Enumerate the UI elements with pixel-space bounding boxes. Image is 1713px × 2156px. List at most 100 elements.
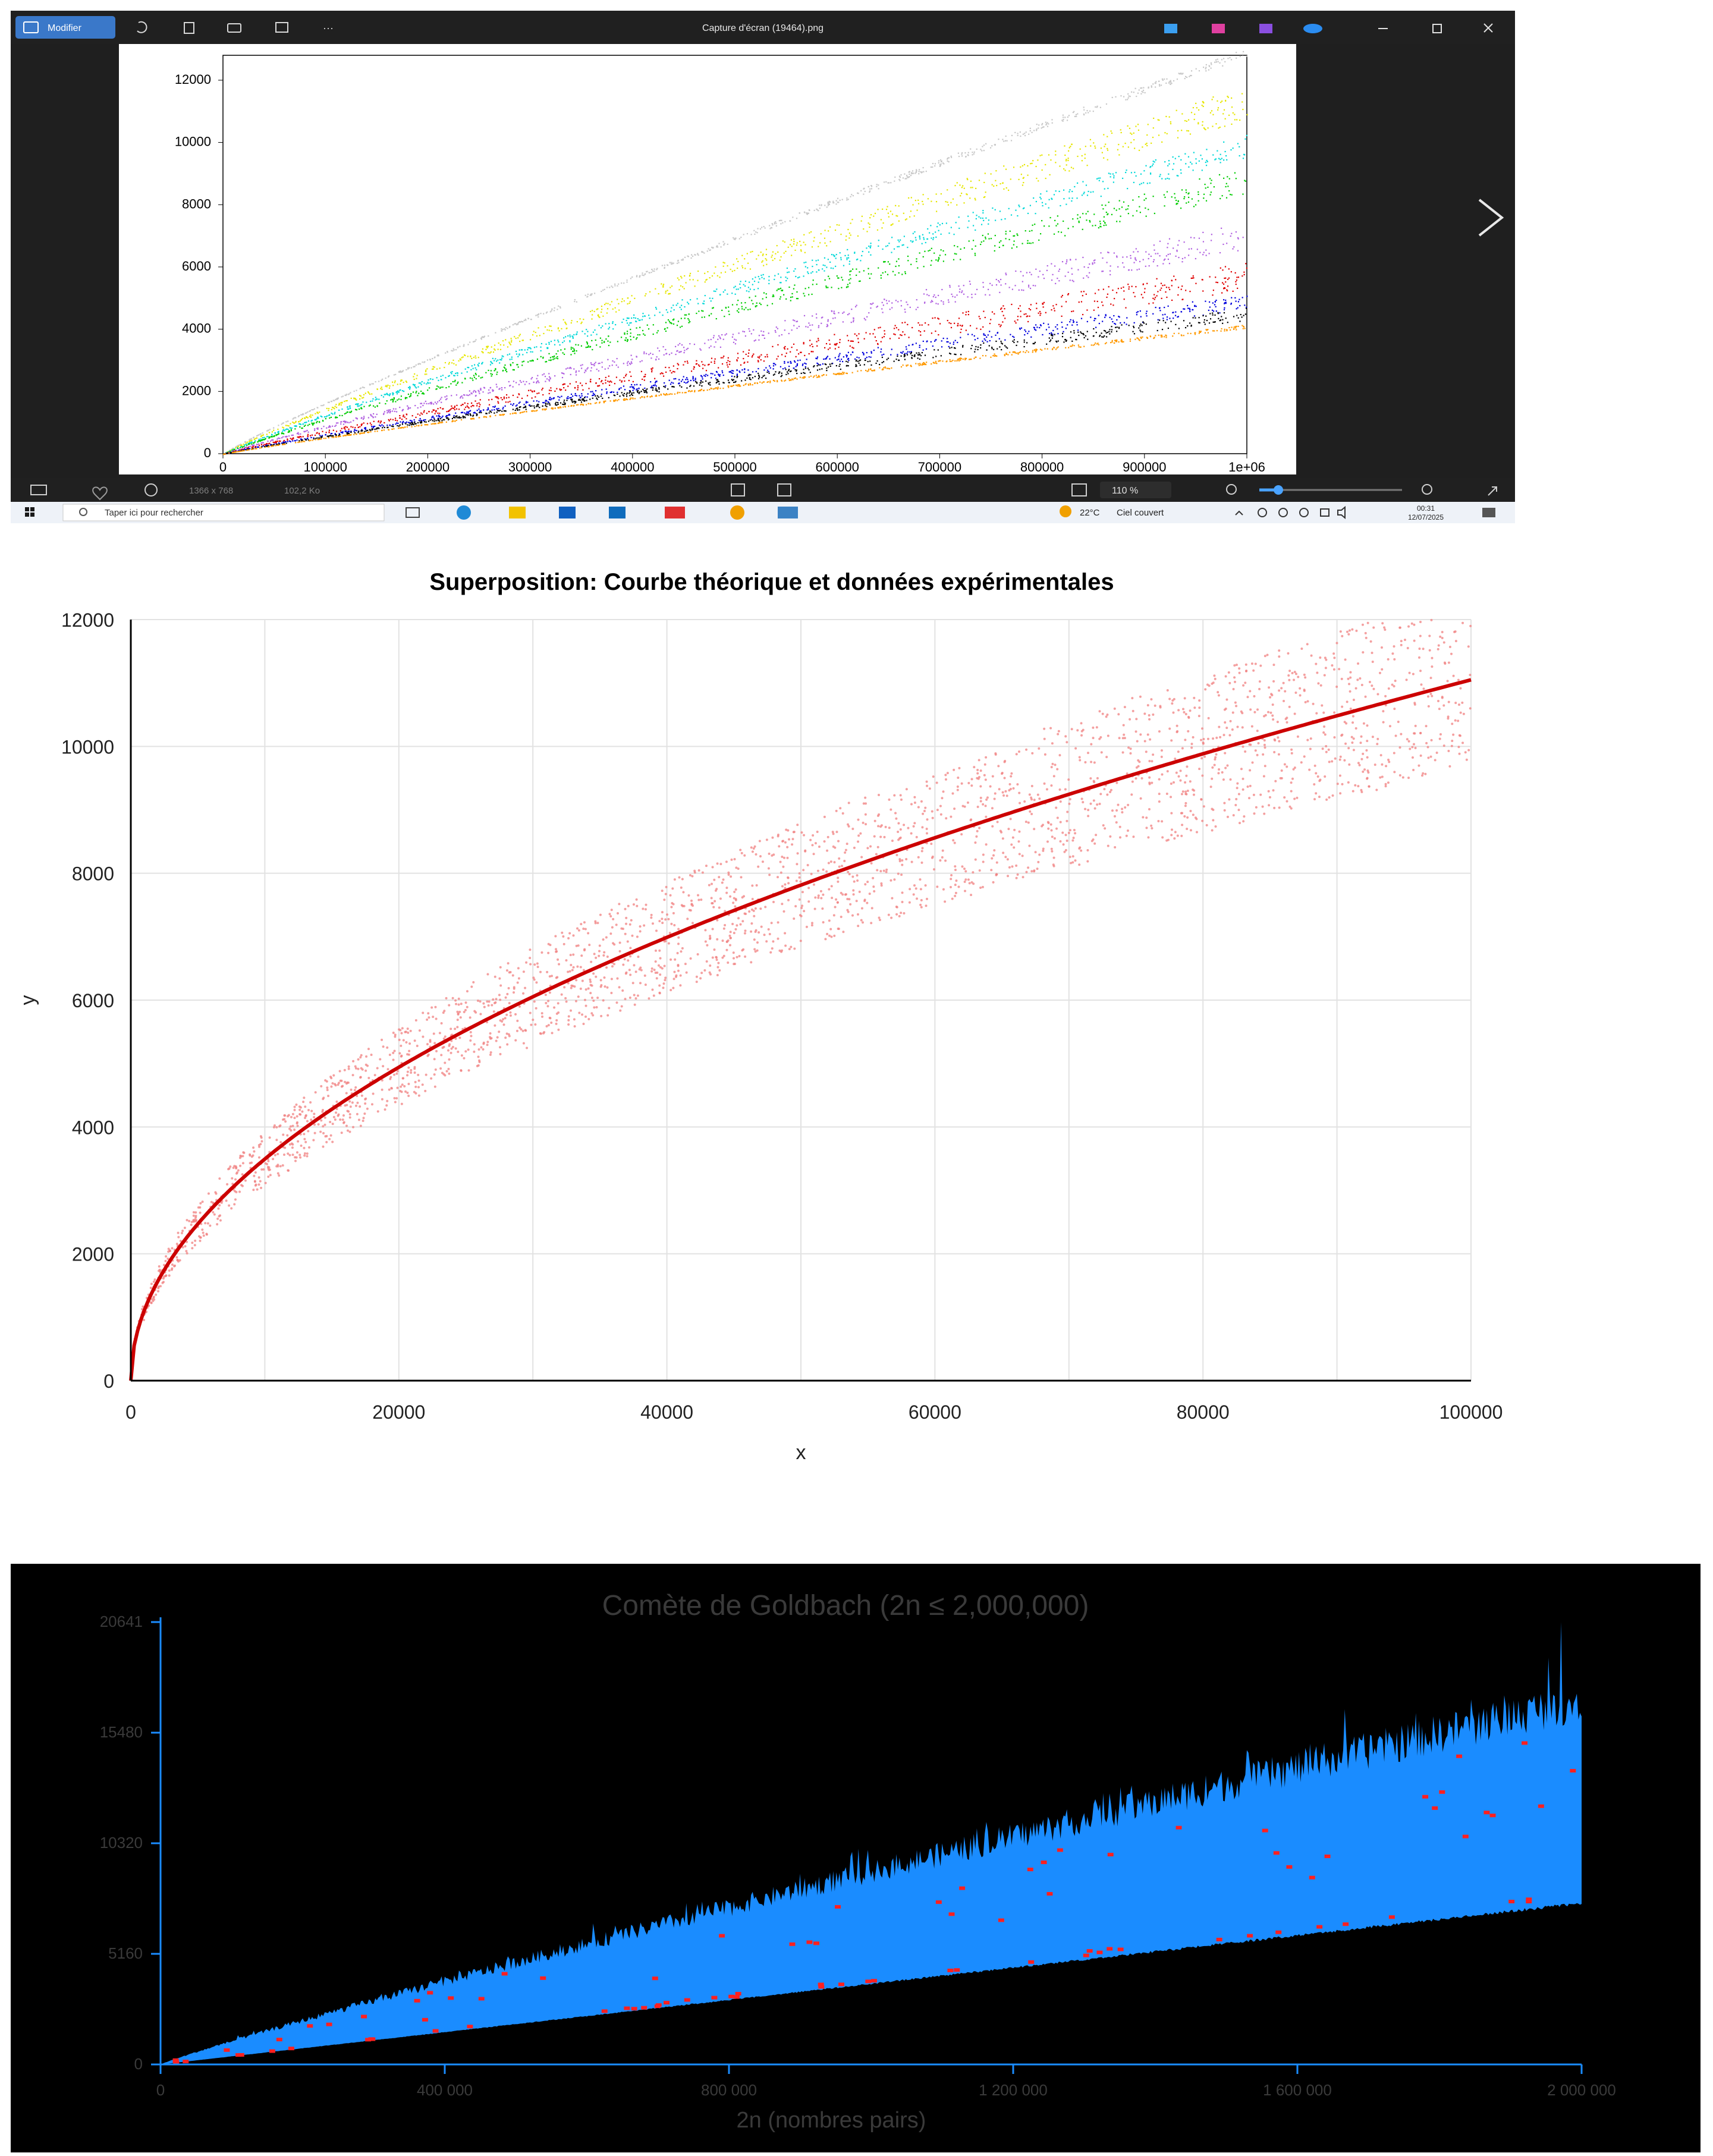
data-point bbox=[887, 182, 889, 184]
data-point bbox=[1025, 331, 1027, 332]
data-point bbox=[857, 235, 859, 237]
data-point bbox=[1034, 329, 1036, 331]
data-point bbox=[262, 442, 265, 444]
data-point bbox=[442, 408, 444, 410]
data-point bbox=[923, 171, 925, 172]
data-point bbox=[645, 293, 647, 295]
print-icon[interactable] bbox=[227, 23, 241, 33]
data-point bbox=[713, 335, 715, 337]
data-point bbox=[1102, 181, 1104, 183]
data-point bbox=[850, 196, 851, 197]
onedrive-icon[interactable] bbox=[1303, 24, 1322, 33]
app-icon-3[interactable] bbox=[1259, 24, 1272, 33]
data-point bbox=[772, 365, 775, 367]
close-icon[interactable] bbox=[1483, 23, 1493, 33]
data-point bbox=[325, 432, 327, 433]
data-point bbox=[598, 314, 599, 316]
data-point bbox=[783, 347, 785, 349]
data-point bbox=[1246, 296, 1248, 297]
data-point bbox=[804, 295, 806, 297]
data-point bbox=[1237, 238, 1239, 240]
data-point bbox=[315, 413, 316, 414]
more-options-button[interactable]: ··· bbox=[323, 22, 334, 34]
data-point bbox=[420, 419, 422, 422]
data-point bbox=[938, 318, 939, 320]
data-point bbox=[857, 341, 859, 343]
data-point bbox=[1045, 123, 1048, 125]
data-point bbox=[1099, 221, 1101, 222]
data-point bbox=[1103, 134, 1105, 136]
data-point bbox=[504, 364, 506, 366]
data-point bbox=[266, 430, 268, 432]
data-point bbox=[765, 258, 766, 260]
data-point bbox=[880, 274, 882, 276]
data-point bbox=[1166, 191, 1168, 193]
share-icon[interactable] bbox=[275, 22, 288, 33]
maximize-icon[interactable] bbox=[1432, 24, 1442, 33]
data-point bbox=[1188, 254, 1190, 256]
data-point bbox=[907, 304, 909, 306]
data-point bbox=[473, 405, 474, 407]
data-point bbox=[653, 270, 655, 272]
data-point bbox=[671, 372, 672, 374]
data-point bbox=[1186, 191, 1187, 193]
data-point bbox=[328, 408, 330, 410]
rotate-icon[interactable] bbox=[137, 21, 147, 33]
data-point bbox=[386, 425, 388, 426]
data-point bbox=[389, 409, 391, 411]
data-point bbox=[360, 425, 363, 426]
data-point bbox=[1239, 155, 1240, 157]
data-point bbox=[434, 401, 436, 403]
data-point bbox=[763, 337, 766, 339]
data-point bbox=[664, 267, 665, 269]
data-point bbox=[1195, 306, 1197, 307]
data-point bbox=[303, 430, 306, 433]
data-point bbox=[451, 373, 452, 375]
data-point bbox=[1002, 244, 1004, 247]
data-point bbox=[808, 209, 810, 211]
data-point bbox=[957, 325, 958, 326]
data-point bbox=[592, 392, 595, 394]
data-point bbox=[807, 326, 809, 328]
data-point bbox=[1177, 287, 1180, 288]
data-point bbox=[1152, 161, 1154, 162]
data-point bbox=[428, 382, 429, 384]
data-point bbox=[401, 419, 403, 420]
data-point bbox=[295, 420, 297, 422]
data-point bbox=[1105, 103, 1108, 105]
data-point bbox=[824, 270, 825, 272]
data-point bbox=[1224, 277, 1225, 279]
data-point bbox=[860, 190, 862, 191]
data-point bbox=[861, 215, 863, 217]
data-point bbox=[632, 386, 634, 389]
data-point bbox=[722, 265, 724, 267]
data-point bbox=[348, 422, 350, 423]
data-point bbox=[414, 385, 416, 386]
data-point bbox=[983, 181, 985, 184]
data-point bbox=[923, 238, 925, 240]
data-point bbox=[667, 327, 668, 329]
data-point bbox=[788, 286, 790, 288]
data-point bbox=[1171, 279, 1173, 281]
edit-button[interactable] bbox=[15, 16, 115, 39]
data-point bbox=[507, 354, 508, 356]
data-point bbox=[482, 337, 485, 338]
data-point bbox=[1093, 319, 1095, 322]
app-icon-2[interactable] bbox=[1212, 24, 1225, 33]
app-icon-1[interactable] bbox=[1164, 24, 1177, 33]
data-point bbox=[609, 365, 611, 367]
data-point bbox=[908, 344, 910, 346]
data-point bbox=[355, 417, 357, 419]
data-point bbox=[1081, 155, 1083, 157]
data-point bbox=[732, 334, 734, 335]
data-point bbox=[878, 327, 879, 329]
data-point bbox=[670, 322, 671, 323]
data-point bbox=[1048, 225, 1050, 227]
delete-icon[interactable] bbox=[184, 22, 194, 34]
data-point bbox=[765, 293, 767, 295]
data-point bbox=[1236, 279, 1237, 281]
data-point bbox=[678, 262, 680, 263]
data-point bbox=[909, 171, 910, 173]
data-point bbox=[1071, 200, 1073, 202]
data-point bbox=[1069, 279, 1071, 281]
